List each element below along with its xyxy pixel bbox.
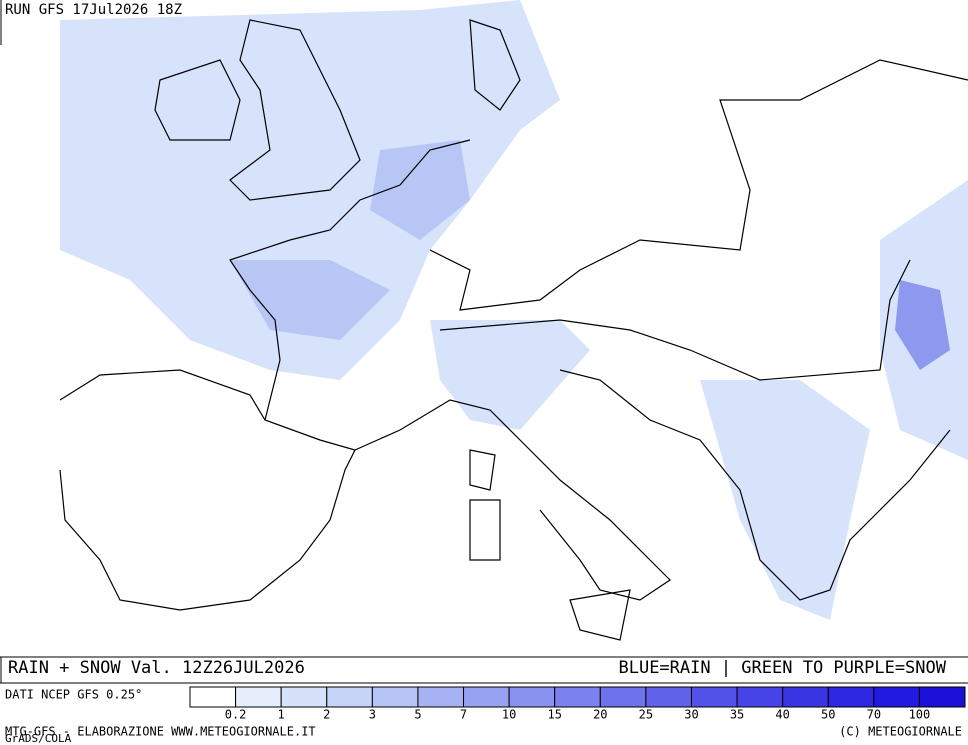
legend-label: 100: [909, 708, 931, 722]
legend-label: 30: [684, 708, 698, 722]
legend-label: 70: [867, 708, 881, 722]
grads-label: GrADS/COLA: [5, 732, 72, 745]
legend-swatch: [918, 686, 966, 708]
legend-label: 40: [775, 708, 789, 722]
credit-label: MTG-GFS - ELABORAZIONE WWW.METEOGIORNALE…: [5, 725, 316, 739]
legend: 0.2 1 2 3 5 7 10 15 20 25 30 35 40 50 70 100: [189, 686, 966, 722]
precipitation-field: [60, 0, 968, 620]
legend-label: 50: [821, 708, 835, 722]
legend-swatch: [690, 686, 738, 708]
legend-swatch: [554, 686, 601, 708]
legend-label: 3: [369, 708, 376, 722]
legend-swatch: [782, 686, 829, 708]
legend-swatch: [827, 686, 875, 708]
field-label: RAIN + SNOW Val. 12Z26JUL2026: [8, 658, 305, 678]
legend-swatch: [417, 686, 465, 708]
coastlines: [59, 19, 968, 641]
run-label: RUN GFS 17Jul2026 18Z: [5, 2, 182, 18]
legend-label: 5: [414, 708, 421, 722]
legend-label: 15: [547, 708, 561, 722]
legend-swatch: [873, 686, 920, 708]
legend-swatch: [736, 686, 784, 708]
legend-swatch: [189, 686, 237, 708]
legend-label: 35: [730, 708, 744, 722]
legend-swatch: [599, 686, 647, 708]
legend-label: 25: [639, 708, 653, 722]
legend-label: 10: [502, 708, 516, 722]
legend-swatch: [463, 686, 510, 708]
legend-label: 0.2: [225, 708, 247, 722]
legend-label: 20: [593, 708, 607, 722]
legend-swatch: [508, 686, 556, 708]
color-key: BLUE=RAIN | GREEN TO PURPLE=SNOW: [618, 658, 946, 678]
legend-label: 7: [460, 708, 467, 722]
legend-swatch: [235, 686, 282, 708]
legend-swatch: [326, 686, 373, 708]
source-label: DATI NCEP GFS 0.25°: [5, 688, 142, 702]
legend-swatch: [645, 686, 692, 708]
copyright-label: (C) METEOGIORNALE: [839, 725, 962, 739]
legend-label: 1: [278, 708, 285, 722]
legend-swatch: [371, 686, 419, 708]
legend-swatch: [280, 686, 328, 708]
legend-label: 2: [323, 708, 330, 722]
